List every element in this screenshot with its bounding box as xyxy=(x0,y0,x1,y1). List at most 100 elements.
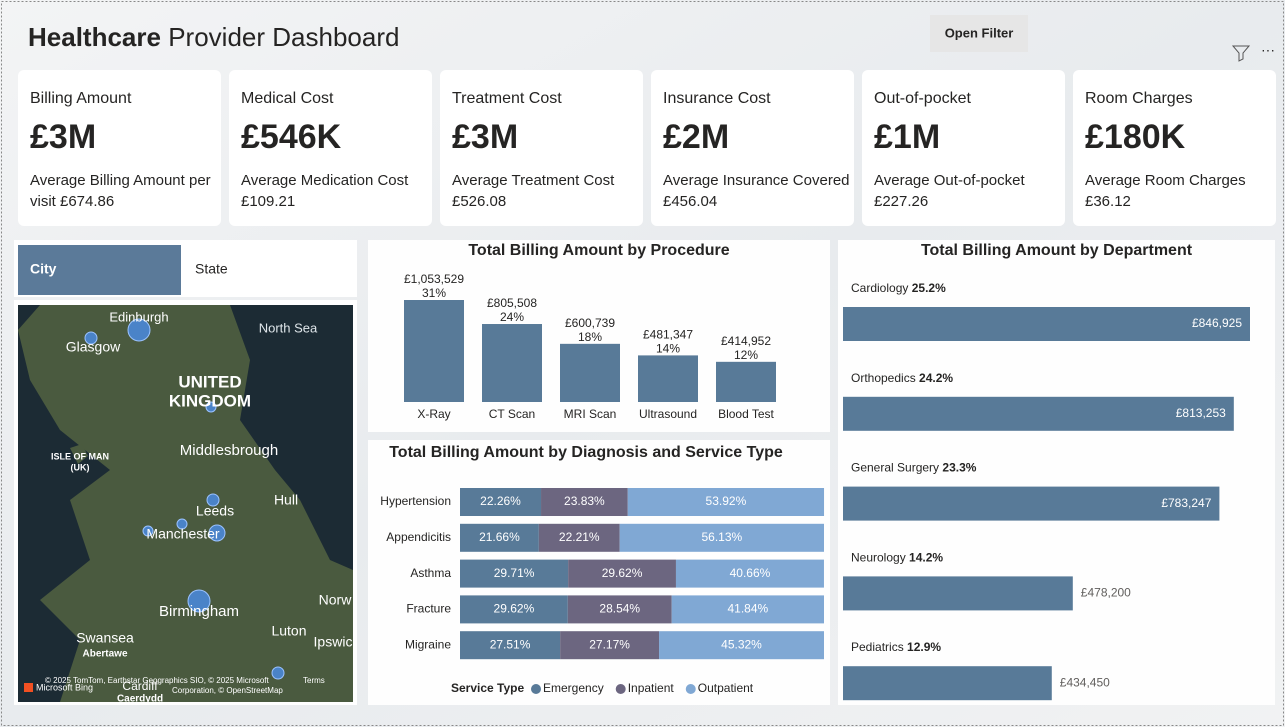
bar-segment xyxy=(460,595,568,624)
bar-segment xyxy=(627,488,825,516)
category-name: Neurology xyxy=(851,551,906,565)
value-label: £1,053,529 xyxy=(404,272,464,286)
kpi-value: £3M xyxy=(30,118,96,156)
map-label: Edinburgh xyxy=(109,309,168,324)
legend-swatch xyxy=(685,684,696,694)
share-label: 12% xyxy=(734,348,758,362)
map-label: Birmingham xyxy=(159,603,239,620)
kpi-label: Out-of-pocket xyxy=(874,90,971,107)
legend-swatch xyxy=(615,684,626,694)
kpi-value: £546K xyxy=(241,118,342,156)
y-tick-label: Migraine xyxy=(405,637,451,651)
value-label: £600,739 xyxy=(565,316,615,330)
category-name: General Surgery xyxy=(851,461,939,475)
segment-label: 45.32% xyxy=(721,637,762,651)
bar xyxy=(638,355,698,402)
segment-label: 28.54% xyxy=(599,602,640,616)
bar-segment xyxy=(659,631,824,660)
bar xyxy=(560,343,620,402)
slicer-option[interactable]: City xyxy=(30,261,57,277)
category-label: Neurology 14.2% xyxy=(851,551,943,565)
kpi-label: Room Charges xyxy=(1085,90,1193,107)
map-bubble xyxy=(187,589,211,613)
legend-swatch xyxy=(531,684,541,694)
map-label: Cardiff xyxy=(122,679,158,693)
filter-button[interactable] xyxy=(930,15,1028,52)
chart-title: Total Billing Amount by Procedure xyxy=(468,242,729,259)
map-bubble xyxy=(208,524,226,542)
segment-label: 21.66% xyxy=(479,530,520,544)
chart-title: Total Billing Amount by Department xyxy=(921,242,1193,259)
map-label: Glasgow xyxy=(66,339,121,355)
segment-label: 53.92% xyxy=(706,494,747,508)
map-label: Ipswic xyxy=(314,634,353,650)
kpi-value: £3M xyxy=(452,118,518,156)
map-label: Caerdydd xyxy=(117,694,163,705)
kpi-caption: Average Billing Amount per xyxy=(30,172,211,189)
kpi-label: Insurance Cost xyxy=(663,90,771,107)
bar-segment xyxy=(675,559,824,588)
bar-segment xyxy=(538,523,620,552)
share-label: 25.2% xyxy=(912,281,946,295)
kpi-label: Medical Cost xyxy=(241,90,334,107)
kpi-caption: Average Insurance Covered xyxy=(663,172,850,189)
y-tick-label: Fracture xyxy=(406,602,451,616)
kpi-caption: £36.12 xyxy=(1085,193,1131,210)
map-bubble xyxy=(205,401,217,413)
segment-label: 56.13% xyxy=(701,530,742,544)
map-brand: Microsoft Bing xyxy=(36,682,93,692)
filter-icon[interactable] xyxy=(1231,45,1251,62)
map-label: Middlesbrough xyxy=(180,442,278,459)
share-label: 18% xyxy=(578,330,602,344)
map-label: Swansea xyxy=(76,630,134,646)
category-label: General Surgery 23.3% xyxy=(851,461,977,475)
x-tick-label: MRI Scan xyxy=(564,407,617,421)
bar xyxy=(843,307,1250,341)
map-bubble xyxy=(271,666,285,680)
kpi-caption: Average Room Charges xyxy=(1085,172,1246,189)
value-label: £414,952 xyxy=(721,334,771,348)
value-label: £805,508 xyxy=(487,296,537,310)
kpi-label: Billing Amount xyxy=(30,90,132,107)
kpi-caption: £227.26 xyxy=(874,193,928,210)
bar-segment xyxy=(567,595,672,624)
x-tick-label: X-Ray xyxy=(417,407,450,421)
share-label: 24% xyxy=(500,310,524,324)
y-tick-label: Hypertension xyxy=(380,494,451,508)
bar xyxy=(843,396,1234,431)
kpi-caption: Average Out-of-pocket xyxy=(874,172,1025,189)
share-label: 24.2% xyxy=(919,371,953,385)
kpi-caption: £456.04 xyxy=(663,193,717,210)
title-rest: Provider Dashboard xyxy=(168,22,399,52)
segment-label: 23.83% xyxy=(564,494,605,508)
legend-label: Outpatient xyxy=(698,681,754,695)
bar xyxy=(843,666,1052,701)
legend-title: Service Type xyxy=(451,681,524,695)
filter-button-label[interactable]: Open Filter xyxy=(945,25,1014,40)
bar xyxy=(843,576,1073,611)
chart-title: Total Billing Amount by Diagnosis and Se… xyxy=(389,444,783,461)
share-label: 14% xyxy=(656,342,680,356)
segment-label: 27.17% xyxy=(589,637,630,651)
more-icon[interactable]: ··· xyxy=(1261,42,1275,58)
category-name: Pediatrics xyxy=(851,640,904,654)
map-bubble xyxy=(206,493,220,507)
slicer-option[interactable]: State xyxy=(195,261,228,277)
bar-segment xyxy=(460,523,539,552)
category-name: Cardiology xyxy=(851,281,908,295)
category-label: Pediatrics 12.9% xyxy=(851,640,941,654)
map-label: (UK) xyxy=(71,462,90,472)
share-label: 14.2% xyxy=(909,551,943,565)
map-attribution: Terms xyxy=(303,676,325,685)
map-isle xyxy=(70,444,88,464)
bar-segment xyxy=(568,559,676,588)
kpi-value: £2M xyxy=(663,118,729,156)
kpi-label: Treatment Cost xyxy=(452,90,562,107)
segment-label: 29.62% xyxy=(602,566,643,580)
map-label: Leeds xyxy=(196,503,234,519)
bar-segment xyxy=(460,631,561,660)
share-label: 23.3% xyxy=(942,461,976,475)
